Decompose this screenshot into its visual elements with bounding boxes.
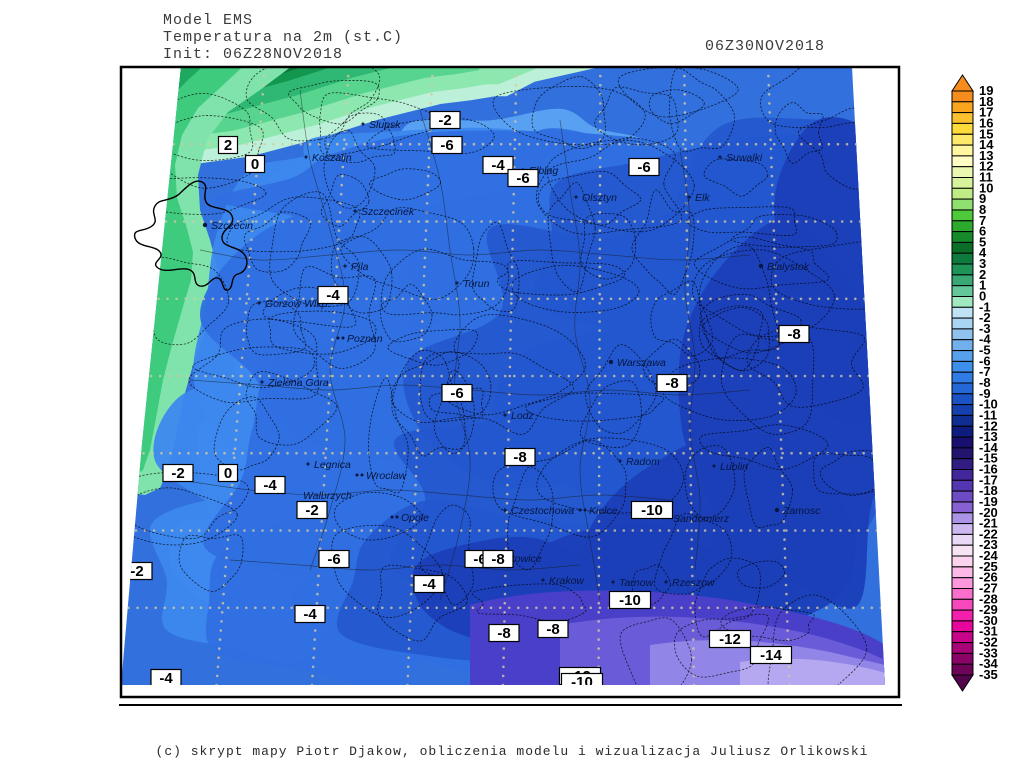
svg-text:Tarnow: Tarnow	[619, 577, 654, 589]
svg-text:-6: -6	[450, 385, 463, 402]
svg-text:Bialystok: Bialystok	[767, 261, 810, 273]
svg-text:Opole: Opole	[401, 512, 429, 524]
svg-text:-8: -8	[491, 551, 504, 568]
svg-text:-14: -14	[760, 647, 782, 664]
svg-text:Sandomierz: Sandomierz	[673, 513, 730, 525]
svg-text:-10: -10	[619, 592, 641, 609]
svg-text:-2: -2	[130, 563, 143, 580]
svg-text:-8: -8	[497, 625, 510, 642]
svg-text:-6: -6	[637, 159, 650, 176]
svg-text:-8: -8	[787, 326, 800, 343]
svg-text:-4: -4	[326, 287, 340, 304]
svg-text:-4: -4	[263, 477, 277, 494]
svg-text:0: 0	[224, 465, 232, 482]
svg-text:Lublin: Lublin	[720, 461, 748, 473]
svg-text:-8: -8	[546, 621, 559, 638]
svg-text:-8: -8	[665, 375, 678, 392]
svg-text:-2: -2	[305, 502, 318, 519]
svg-text:Elk: Elk	[695, 192, 710, 204]
svg-text:-2: -2	[171, 465, 184, 482]
svg-text:Slupsk: Slupsk	[369, 119, 401, 131]
svg-text:-6: -6	[327, 551, 340, 568]
svg-text:Lodz: Lodz	[511, 410, 535, 422]
svg-text:Torun: Torun	[463, 278, 490, 290]
svg-text:Legnica: Legnica	[314, 459, 351, 471]
svg-text:Walbrzych: Walbrzych	[303, 490, 352, 502]
svg-text:-4: -4	[303, 606, 317, 623]
svg-text:Szczecin: Szczecin	[211, 220, 253, 232]
svg-text:Koszalin: Koszalin	[312, 152, 352, 164]
svg-text:-4: -4	[159, 670, 173, 687]
svg-text:-6: -6	[516, 170, 529, 187]
svg-text:Rzeszow: Rzeszow	[672, 577, 716, 589]
svg-text:Zielona Gora: Zielona Gora	[267, 377, 329, 389]
svg-text:Suwalki: Suwalki	[726, 152, 763, 164]
svg-text:Poznan: Poznan	[347, 333, 383, 345]
svg-text:-10: -10	[641, 502, 663, 519]
svg-text:Krakow: Krakow	[549, 575, 585, 587]
svg-text:0: 0	[251, 156, 259, 173]
svg-text:Czestochowa: Czestochowa	[511, 505, 574, 517]
svg-text:-2: -2	[438, 112, 451, 129]
svg-text:-8: -8	[513, 449, 526, 466]
svg-text:Radom: Radom	[626, 456, 660, 468]
svg-text:Szczecinek: Szczecinek	[361, 206, 415, 218]
svg-text:Warszawa: Warszawa	[617, 357, 666, 369]
svg-text:-6: -6	[440, 137, 453, 154]
svg-text:Olsztyn: Olsztyn	[582, 192, 617, 204]
svg-text:-12: -12	[719, 631, 741, 648]
svg-text:-35: -35	[979, 667, 998, 682]
svg-text:Pila: Pila	[351, 261, 369, 273]
svg-text:Kielce: Kielce	[589, 505, 618, 517]
svg-text:Wroclaw: Wroclaw	[366, 470, 408, 482]
svg-text:-4: -4	[422, 576, 436, 593]
svg-text:-4: -4	[491, 157, 505, 174]
svg-text:Zamosc: Zamosc	[782, 505, 821, 517]
svg-text:2: 2	[224, 137, 232, 154]
